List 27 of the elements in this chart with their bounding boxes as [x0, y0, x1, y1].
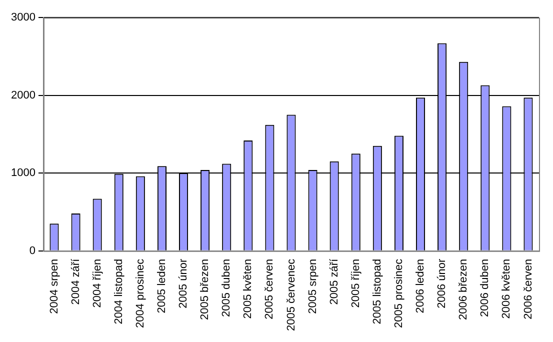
- x-tick-label: 2005 červen: [264, 258, 276, 320]
- y-tick-label: 0: [29, 244, 36, 257]
- y-tick-label: 2000: [10, 89, 36, 102]
- x-tick-label: 2004 prosinec: [134, 258, 146, 328]
- x-tick-label: 2005 květen: [242, 258, 254, 319]
- x-tick-label: 2005 leden: [156, 258, 168, 314]
- x-tick-label: 2005 červenec: [285, 258, 298, 332]
- x-tick-label: 2006 leden: [414, 258, 427, 314]
- x-tick-label: 2006 duben: [479, 258, 492, 317]
- x-tick-label: 2006 březen: [458, 258, 470, 320]
- y-tick-label: 1000: [10, 167, 36, 180]
- x-tick-label: 2005 prosinec: [392, 258, 405, 328]
- y-tick-label: 3000: [10, 12, 36, 24]
- x-tick-label: 2004 září: [70, 258, 82, 305]
- x-tick-label: 2006 květen: [500, 258, 513, 319]
- x-tick-label: 2004 listopad: [112, 258, 125, 324]
- x-tick-label: 2005 listopad: [371, 258, 384, 324]
- x-tick-label: 2004 srpen: [48, 258, 60, 314]
- x-tick-label: 2006 červen: [522, 258, 534, 320]
- x-tick-label: 2006 únor: [436, 258, 448, 308]
- x-tick-label: 2005 březen: [199, 258, 212, 320]
- x-tick-label: 2004 říjen: [91, 258, 104, 308]
- x-tick-label: 2005 září: [328, 258, 340, 305]
- x-tick-label: 2005 duben: [220, 258, 233, 317]
- x-tick-label: 2005 srpen: [306, 258, 319, 314]
- x-tick-label: 2005 únor: [178, 258, 190, 308]
- x-tick-label: 2005 říjen: [350, 258, 362, 308]
